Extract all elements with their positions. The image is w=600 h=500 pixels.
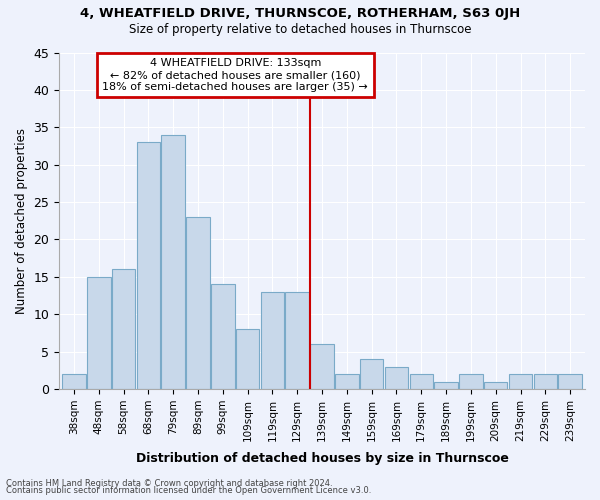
Bar bbox=[186, 217, 210, 389]
Text: Contains HM Land Registry data © Crown copyright and database right 2024.: Contains HM Land Registry data © Crown c… bbox=[6, 478, 332, 488]
Bar bbox=[410, 374, 433, 389]
Bar bbox=[385, 366, 408, 389]
Bar bbox=[459, 374, 482, 389]
Bar bbox=[260, 292, 284, 389]
Text: Size of property relative to detached houses in Thurnscoe: Size of property relative to detached ho… bbox=[129, 22, 471, 36]
Bar bbox=[62, 374, 86, 389]
Text: 4, WHEATFIELD DRIVE, THURNSCOE, ROTHERHAM, S63 0JH: 4, WHEATFIELD DRIVE, THURNSCOE, ROTHERHA… bbox=[80, 8, 520, 20]
Bar bbox=[335, 374, 359, 389]
X-axis label: Distribution of detached houses by size in Thurnscoe: Distribution of detached houses by size … bbox=[136, 452, 509, 465]
Text: Contains public sector information licensed under the Open Government Licence v3: Contains public sector information licen… bbox=[6, 486, 371, 495]
Bar bbox=[509, 374, 532, 389]
Bar bbox=[286, 292, 309, 389]
Y-axis label: Number of detached properties: Number of detached properties bbox=[15, 128, 28, 314]
Bar bbox=[112, 270, 136, 389]
Bar bbox=[137, 142, 160, 389]
Bar bbox=[434, 382, 458, 389]
Bar bbox=[559, 374, 582, 389]
Bar bbox=[161, 135, 185, 389]
Bar bbox=[310, 344, 334, 389]
Bar bbox=[211, 284, 235, 389]
Bar bbox=[87, 277, 110, 389]
Bar bbox=[360, 359, 383, 389]
Bar bbox=[236, 329, 259, 389]
Text: 4 WHEATFIELD DRIVE: 133sqm
← 82% of detached houses are smaller (160)
18% of sem: 4 WHEATFIELD DRIVE: 133sqm ← 82% of deta… bbox=[103, 58, 368, 92]
Bar bbox=[484, 382, 508, 389]
Bar bbox=[533, 374, 557, 389]
